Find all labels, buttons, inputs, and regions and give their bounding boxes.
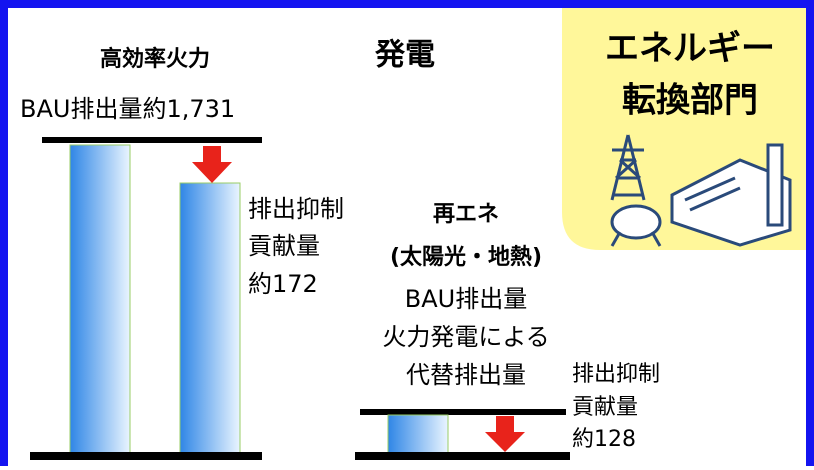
reduction-text: 貢献量 [572,395,638,420]
title: 発電 [374,38,435,73]
bar [179,182,241,456]
renewable-label: 再エネ [433,202,499,227]
reduction-text: 排出抑制 [248,195,344,223]
reduction-text: 約172 [248,270,318,298]
renewable-bau: 火力発電による [382,323,549,351]
arrow [192,146,232,183]
renewable-label: (太陽光・地熱) [390,244,542,270]
renewable-bau: 代替排出量 [406,361,526,389]
reduction-text: 排出抑制 [572,362,660,387]
thermal-label: 高効率火力 [100,46,210,72]
bau-line [42,137,262,143]
reduction-text: 貢献量 [248,232,320,260]
reduction-text: 約128 [572,427,636,452]
renewable-bau: BAU排出量 [405,285,527,313]
bau-line [360,409,566,415]
bar [387,414,449,454]
bar [69,144,131,456]
sector-label: エネルギー [605,29,775,69]
base-line [30,452,262,460]
sector-label: 転換部門 [622,81,758,121]
thermal-bau: BAU排出量約1,731 [20,95,235,123]
icons [610,134,792,247]
base-line [355,452,570,460]
arrow [485,416,525,452]
